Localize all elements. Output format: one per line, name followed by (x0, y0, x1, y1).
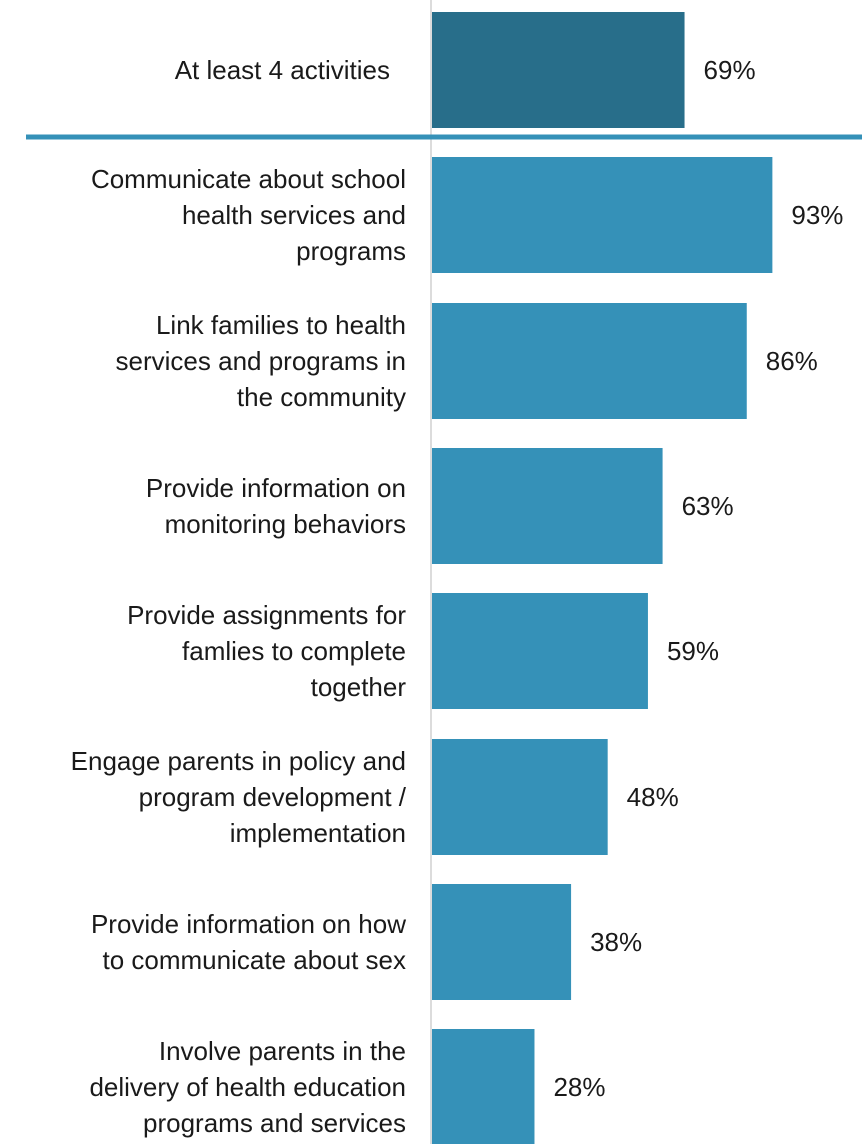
value-label-7: 28% (553, 1072, 605, 1102)
value-labels: 69% 93% 86% 63% 59% 48% 38% 28% (553, 55, 843, 1102)
category-label-line: delivery of health education (89, 1072, 406, 1102)
category-label-line: Link families to health (156, 310, 406, 340)
category-label-line: the community (237, 382, 406, 412)
value-label-4: 59% (667, 636, 719, 666)
category-label-line: program development / (139, 782, 407, 812)
summary-category-label: At least 4 activities (175, 55, 390, 85)
category-label-line: monitoring behaviors (165, 509, 406, 539)
category-label-line: Provide information on (146, 473, 406, 503)
category-label-6: Provide information on how to communicate… (91, 909, 406, 975)
summary-bar (432, 12, 685, 128)
value-label-5: 48% (627, 782, 679, 812)
category-labels: At least 4 activities Communicate about s… (71, 55, 407, 1138)
category-label-line: implementation (230, 818, 406, 848)
category-label-line: programs and services (143, 1108, 406, 1138)
value-label-0: 69% (704, 55, 756, 85)
category-label-line: Provide information on how (91, 909, 406, 939)
value-label-6: 38% (590, 927, 642, 957)
category-label-5: Engage parents in policy and program deve… (71, 746, 407, 848)
category-label-4: Provide assignments for famlies to comple… (127, 600, 406, 702)
category-label-line: programs (296, 236, 406, 266)
category-label-line: Provide assignments for (127, 600, 406, 630)
bar-6 (432, 884, 572, 1000)
bar-7 (432, 1029, 535, 1144)
value-label-3: 63% (682, 491, 734, 521)
bars (432, 12, 773, 1144)
bar-1 (432, 157, 773, 273)
bar-3 (432, 448, 663, 564)
value-label-1: 93% (791, 200, 843, 230)
category-label-line: Engage parents in policy and (71, 746, 406, 776)
category-label-line: Involve parents in the (159, 1036, 406, 1066)
category-label-2: Link families to health services and prog… (116, 310, 406, 412)
category-label-line: services and programs in (116, 346, 406, 376)
category-label-1: Communicate about school health services … (91, 164, 406, 266)
category-label-line: famlies to complete (182, 636, 406, 666)
category-label-line: together (311, 672, 407, 702)
category-label-line: health services and (182, 200, 406, 230)
category-label-line: to communicate about sex (103, 945, 407, 975)
value-label-2: 86% (766, 346, 818, 376)
category-label-line: At least 4 activities (175, 55, 390, 85)
category-label-3: Provide information on monitoring behavio… (146, 473, 406, 539)
bar-4 (432, 593, 648, 709)
bar-2 (432, 303, 747, 419)
bar-5 (432, 739, 608, 855)
category-label-line: Communicate about school (91, 164, 406, 194)
category-label-7: Involve parents in the delivery of health… (89, 1036, 406, 1138)
